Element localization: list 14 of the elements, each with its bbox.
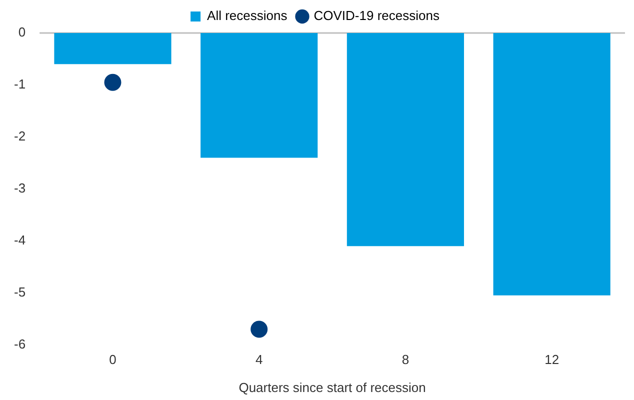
y-tick-label: -4 bbox=[14, 232, 26, 248]
y-tick-label: -1 bbox=[14, 76, 26, 92]
x-tick-label: 8 bbox=[402, 352, 410, 368]
y-tick-label: 0 bbox=[18, 24, 26, 40]
y-tick-label: -5 bbox=[14, 284, 26, 300]
x-tick-label: 4 bbox=[255, 352, 263, 368]
y-tick-label: -2 bbox=[14, 128, 26, 144]
x-axis-title: Quarters since start of recession bbox=[238, 380, 426, 395]
y-tick-label: -3 bbox=[14, 180, 26, 196]
y-tick-label: -6 bbox=[14, 336, 26, 352]
x-tick-label: 0 bbox=[109, 352, 116, 368]
x-tick-label: 12 bbox=[544, 352, 560, 368]
legend-label: All recessions bbox=[207, 8, 288, 24]
legend-label: COVID-19 recessions bbox=[314, 8, 440, 24]
